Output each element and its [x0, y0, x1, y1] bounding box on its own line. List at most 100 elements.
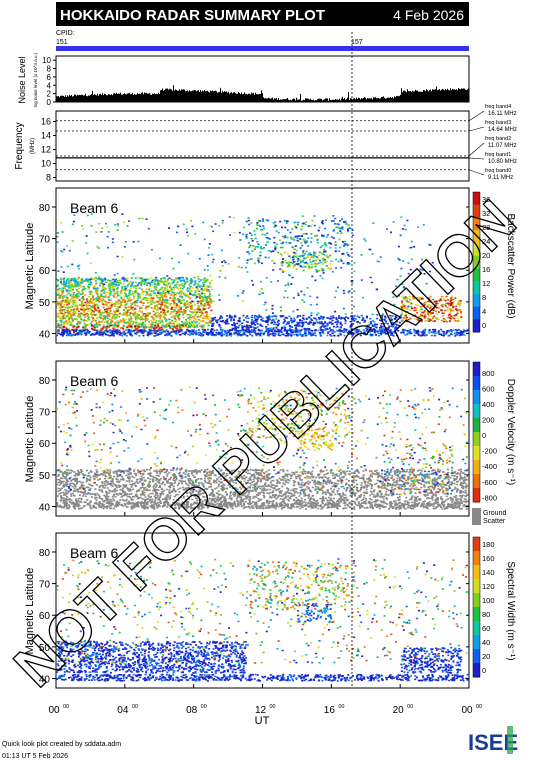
noise-ylabel-sub: log noise level (x 10^4 a.u.) — [33, 52, 38, 107]
frequency-band-name: freq band0 — [485, 168, 511, 174]
colorbar-segment — [473, 319, 480, 333]
frequency-lines — [56, 120, 469, 171]
colorbar-segment — [473, 242, 480, 257]
frequency-tick-label: 14 — [41, 131, 51, 141]
ground-scatter-swatch — [472, 508, 481, 525]
scatter-cells — [56, 213, 430, 329]
colorbar-tick-label: -600 — [482, 478, 497, 487]
colorbar-frame — [472, 191, 481, 333]
colorbar-segment — [473, 281, 480, 295]
scatter-cells — [56, 559, 468, 682]
x-axis: 00 00 04 00 08 00 12 00 16 00 20 00 00 00 — [48, 704, 482, 716]
title-bar — [56, 2, 469, 26]
colorbar-segment — [473, 565, 480, 580]
time-tick-label: 04 — [117, 705, 129, 716]
power-scatter — [56, 213, 469, 337]
colorbar-segment — [473, 217, 480, 231]
scatter-cells — [56, 468, 469, 510]
time-tick-label: 00 — [461, 705, 473, 716]
latitude-tick-label: 40 — [39, 330, 51, 341]
frequency-band-connector — [468, 126, 485, 132]
time-tick-superscript: 00 — [476, 704, 482, 710]
latitude-tick-label: 50 — [39, 298, 51, 309]
frequency-band-name: freq band4 — [485, 104, 511, 110]
isee-logo: ISEE — [466, 726, 526, 755]
colorbar-segment — [473, 593, 480, 608]
frequency-band-name: freq band1 — [485, 152, 511, 158]
colorbar-tick-label: -800 — [482, 493, 497, 502]
time-tick-superscript: 00 — [407, 704, 413, 710]
colorbar-tick-label: 32 — [482, 209, 490, 218]
frequency-band-value: 14.64 MHz — [488, 127, 517, 133]
colorbar-tick-label: 4 — [482, 307, 486, 316]
power-colorbar: 0 4 8 12 16 20 24 28 32 36 — [472, 191, 490, 333]
colorbar-tick-label: 20 — [482, 251, 490, 260]
colorbar-tick-label: 16 — [482, 265, 490, 274]
time-tick-label: 00 — [48, 705, 60, 716]
colorbar-tick-label: 40 — [482, 638, 490, 647]
width-colorbar: 0 20 40 60 80 100 120 140 160 180 — [472, 536, 495, 678]
scatter-cells — [56, 217, 462, 329]
time-tick-label: 12 — [255, 705, 267, 716]
frequency-ylabel: Frequency — [14, 122, 25, 169]
colorbar-tick-label: 20 — [482, 652, 490, 661]
scatter-cells — [64, 388, 465, 491]
frequency-unit: (MHz) — [30, 138, 36, 154]
noise-tick-label: 2 — [47, 90, 52, 99]
noise-tick-label: 8 — [47, 65, 52, 74]
latitude-tick-label: 40 — [39, 503, 51, 514]
frequency-band-value: 10.80 MHz — [488, 159, 517, 165]
colorbar-segment — [473, 488, 480, 503]
colorbar-segment — [473, 474, 480, 489]
colorbar-tick-label: 36 — [482, 195, 490, 204]
colorbar-segment — [473, 621, 480, 636]
velocity-ticks: 40 50 60 70 80 — [39, 376, 470, 516]
frequency-band-name: freq band2 — [485, 136, 511, 142]
frequency-band-name: freq band3 — [485, 120, 511, 126]
power-colorbar-label: Backscatter Power (dB) — [505, 213, 516, 318]
backscatter-power-panel: 40 50 60 70 80 Beam 6 Magnetic Latitude 0 4 8 1… — [24, 187, 516, 344]
colorbar-tick-label: 200 — [482, 416, 495, 425]
colorbar-segment — [473, 390, 480, 405]
x-axis-label: UT — [255, 715, 270, 727]
isee-logo-accent — [507, 726, 513, 754]
colorbar-segment — [473, 418, 480, 433]
cpid-label: CPID: — [56, 30, 75, 37]
colorbar-tick-label: 8 — [482, 293, 486, 302]
colorbar-segment — [473, 376, 480, 391]
latitude-tick-label: 50 — [39, 643, 51, 654]
colorbar-tick-label: 100 — [482, 596, 495, 605]
latitude-tick-label: 70 — [39, 580, 51, 591]
frequency-frame — [55, 110, 470, 182]
colorbar-tick-label: -400 — [482, 462, 497, 471]
latitude-tick-label: 60 — [39, 611, 51, 622]
noise-ylabel: Noise Level — [17, 56, 27, 103]
colorbar-tick-label: 160 — [482, 554, 495, 563]
colorbar-tick-label: 600 — [482, 384, 495, 393]
latitude-tick-label: 80 — [39, 203, 51, 214]
power-ylabel: Magnetic Latitude — [24, 223, 36, 310]
doppler-velocity-panel: 40 50 60 70 80 Beam 6 Magnetic Latitude 800 6… — [24, 360, 516, 525]
colorbar-frame — [472, 536, 481, 678]
velocity-ylabel: Magnetic Latitude — [24, 396, 36, 483]
noise-tick-label: 6 — [47, 73, 52, 82]
footer-timestamp: 01:13 UT 5 Feb 2026 — [2, 753, 68, 760]
cpid-bar — [56, 46, 469, 51]
frequency-band-connector — [468, 157, 485, 160]
colorbar-tick-label: 60 — [482, 624, 490, 633]
width-colorbar-label: Spectral Width (m s⁻¹) — [505, 561, 516, 660]
colorbar-tick-label: 0 — [482, 666, 486, 675]
velocity-beam-label: Beam 6 — [70, 373, 118, 389]
colorbar-tick-label: 180 — [482, 540, 495, 549]
colorbar-segment — [473, 404, 480, 419]
latitude-tick-label: 80 — [39, 376, 51, 387]
ground-scatter-label-2: Scatter — [483, 518, 506, 525]
time-tick-label: 20 — [393, 705, 405, 716]
latitude-tick-label: 70 — [39, 235, 51, 246]
latitude-tick-label: 50 — [39, 471, 51, 482]
frequency-band-value: 11.07 MHz — [488, 143, 517, 149]
time-tick-superscript: 00 — [270, 704, 276, 710]
